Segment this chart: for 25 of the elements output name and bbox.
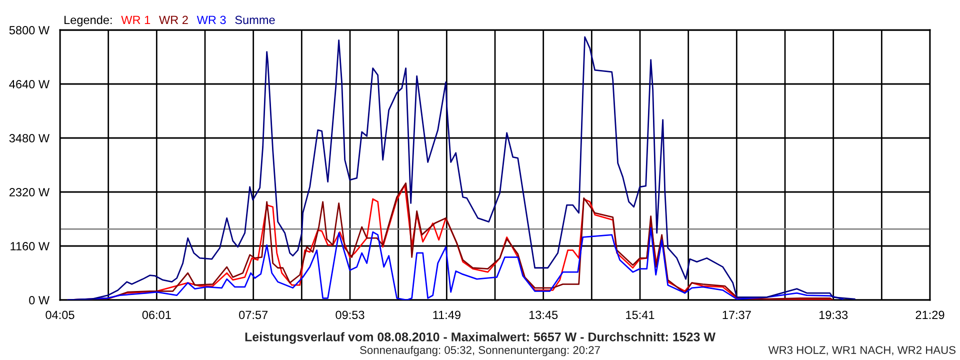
y-tick-label: 2320 W — [9, 188, 50, 196]
x-tick-label: 04:05 — [46, 310, 74, 320]
legend-title: Legende: — [64, 15, 112, 26]
x-tick-label: 11:49 — [433, 310, 460, 320]
y-tick-label: 1160 W — [10, 242, 50, 250]
y-tick-label: 5800 W — [9, 26, 50, 34]
x-tick-label: 15:41 — [626, 310, 654, 320]
x-tick-label: 13:45 — [529, 310, 558, 320]
y-tick-label: 4640 W — [9, 80, 50, 88]
text: WR 3 — [196, 16, 226, 24]
x-tick-label: 07:57 — [239, 310, 268, 320]
x-tick-label: 09:53 — [336, 310, 364, 320]
text: WR3 HOLZ, WR1 NACH, WR2 HAUS — [768, 346, 956, 356]
text: Summe — [235, 16, 275, 24]
x-tick-label: 06:01 — [142, 310, 171, 320]
text: Sonnenaufgang: 05:32, Sonnenuntergang: 20:27 — [360, 346, 600, 356]
y-tick-label: 0 W — [29, 296, 50, 304]
line-series — [67, 36, 856, 300]
text: Leistungsverlauf vom 08.08.2010 - Maximalwert: 5657 W - Durchschnitt: 1523 W — [245, 332, 716, 344]
text: WR 1 — [121, 16, 150, 24]
y-tick-label: 3480 W — [9, 134, 50, 142]
x-tick-label: 21:29 — [916, 310, 944, 320]
x-tick-label: 17:37 — [722, 310, 751, 320]
text: WR 2 — [159, 16, 188, 24]
x-tick-label: 19:33 — [819, 310, 848, 320]
